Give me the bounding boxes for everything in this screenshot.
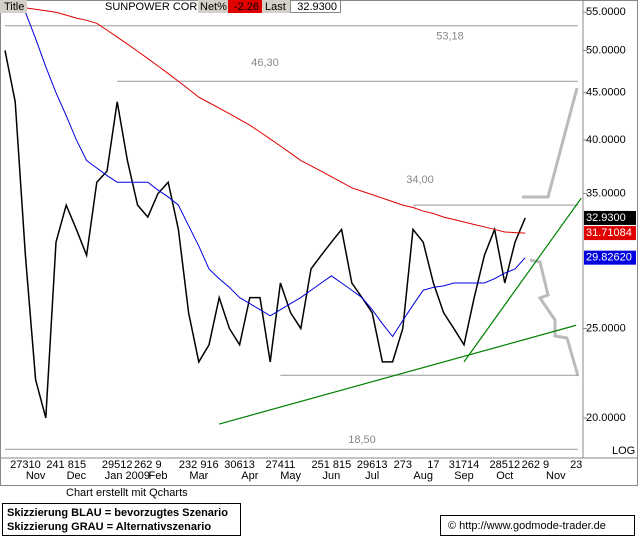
grey-scenario [522, 87, 579, 199]
x-tick-label: 30613 [224, 459, 255, 471]
credit: Chart erstellt mit Qcharts [66, 487, 188, 499]
month-label: Jun [323, 470, 341, 482]
x-tick-label: 23 [570, 459, 582, 471]
x-tick-label: 232 916 [179, 459, 219, 471]
x-tick-label: 27411 [266, 459, 296, 471]
grey-scenario [529, 258, 580, 377]
x-tick-label: 241 815 [46, 459, 86, 471]
net-box [228, 0, 262, 13]
symbol-name: SUNPOWER CORP [105, 1, 205, 13]
y-tick-label: 40.0000 [586, 134, 626, 146]
x-tick-label: 27310 [10, 459, 41, 471]
month-label: May [280, 470, 301, 482]
month-label: Dec [67, 470, 87, 482]
scale-label: LOG [612, 445, 635, 457]
trend-line [219, 324, 577, 425]
month-label: Jan 2009 [105, 470, 150, 482]
net-value: -2.26 [234, 1, 259, 13]
url-box [440, 515, 635, 536]
last-value-box [584, 210, 636, 225]
last-label: Last [265, 1, 286, 13]
legend-box [2, 503, 241, 536]
last-value-box [584, 226, 636, 241]
x-tick-label: 31714 [449, 459, 480, 471]
month-label: Nov [546, 470, 566, 482]
level-label: 53,18 [436, 31, 464, 43]
legend-blue: Skizzierung BLAU = bevorzugtes Szenario [7, 507, 228, 519]
month-label: Mar [189, 470, 208, 482]
chart-frame [0, 0, 638, 486]
series-line [4, 50, 526, 419]
y-tick-label: 45.0000 [586, 87, 626, 99]
x-tick-label: 273 [394, 459, 412, 471]
x-tick-label: 28512 [490, 459, 521, 471]
month-label: Feb [149, 470, 168, 482]
y-tick-label: 50.0000 [586, 44, 626, 56]
y-tick-label: 55.0000 [586, 6, 626, 18]
x-tick-label: 262 9 [134, 459, 162, 471]
legend-grey: Skizzierung GRAU = Alternativszenario [7, 521, 211, 533]
month-label: Aug [413, 470, 433, 482]
series-line [24, 12, 526, 338]
title-box [0, 0, 27, 13]
month-label: Apr [241, 470, 258, 482]
last-value: 32.9300 [297, 1, 337, 13]
x-tick-label: 29613 [357, 459, 388, 471]
last-box [290, 0, 341, 13]
y-tick-label: 25.0000 [586, 322, 626, 334]
y-tick-label: 20.0000 [586, 412, 626, 424]
last-value-box [584, 250, 636, 265]
level-label: 46,30 [251, 57, 279, 69]
net-label-box [198, 0, 228, 13]
url: © http://www.godmode-trader.de [448, 520, 606, 532]
net-label: Net% [200, 1, 227, 13]
last-label-box [262, 0, 290, 13]
series-line [4, 4, 526, 234]
level-label: 34,00 [406, 174, 434, 186]
x-tick-label: 29512 [102, 459, 133, 471]
last-value-label: 31.71084 [586, 227, 632, 239]
x-tick-label: 251 815 [312, 459, 352, 471]
x-tick-label: 262 9 [522, 459, 550, 471]
x-tick-label: 17 [427, 459, 439, 471]
y-tick-label: 35.0000 [586, 187, 626, 199]
title: Title [4, 1, 24, 13]
last-value-label: 32.9300 [586, 212, 626, 224]
month-label: Sep [454, 470, 474, 482]
trend-line [463, 197, 582, 363]
month-label: Oct [496, 470, 513, 482]
last-value-label: 29.82620 [586, 252, 632, 264]
month-label: Nov [26, 470, 46, 482]
level-label: 18,50 [348, 434, 376, 446]
month-label: Jul [365, 470, 379, 482]
